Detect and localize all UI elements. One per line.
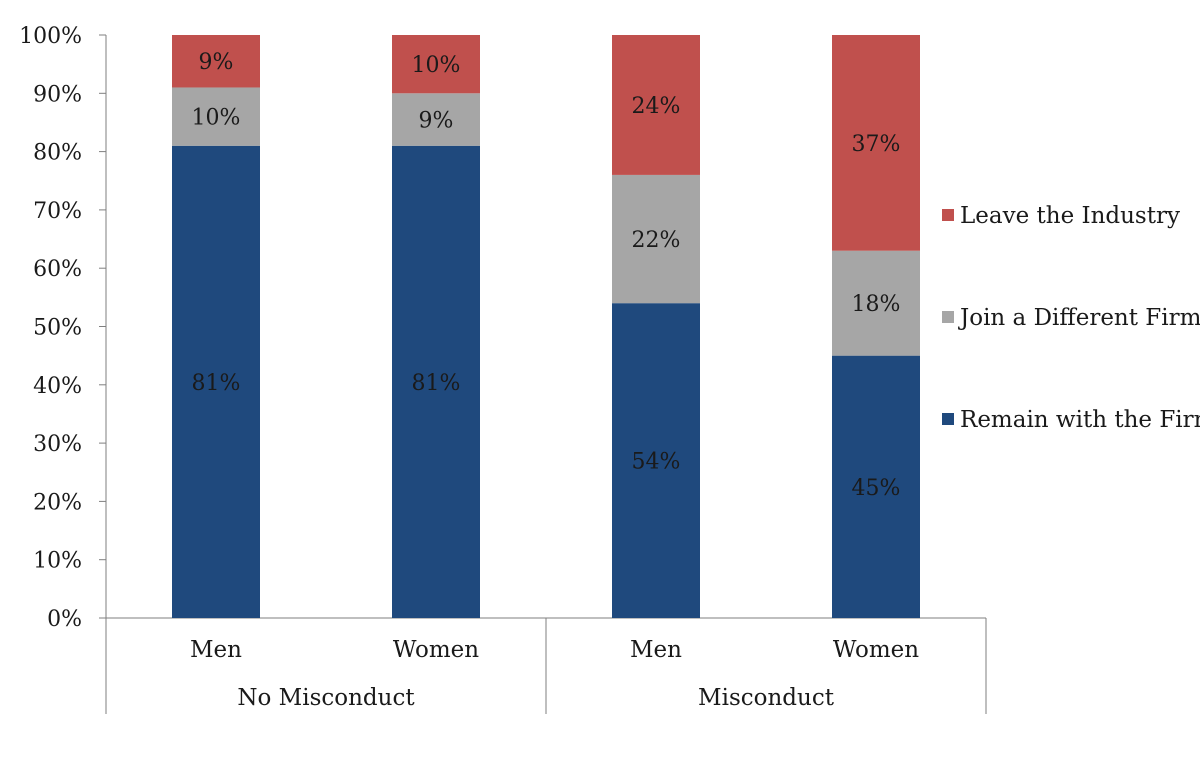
data-label: 24% [632,94,681,119]
data-label: 54% [632,450,681,475]
x-category-label: Women [393,637,479,663]
bar-segment [832,355,920,618]
y-tick-label: 10% [33,549,82,574]
x-group-label: Misconduct [698,685,835,711]
bar-segment [392,145,480,618]
y-tick-label: 70% [33,199,82,224]
y-tick-label: 60% [33,257,82,282]
data-label: 10% [192,106,241,131]
bar-segment [612,35,700,175]
legend-label: Join a Different Firm [958,305,1200,331]
y-tick-label: 30% [33,432,82,457]
data-label: 81% [192,371,241,396]
data-label: 37% [852,132,901,157]
y-tick-label: 50% [33,316,82,341]
y-tick-label: 40% [33,374,82,399]
x-category-label: Women [833,637,919,663]
legend-label: Remain with the Firm [960,407,1200,433]
bar-segment [172,35,260,88]
x-category-label: Men [190,637,242,663]
data-label: 18% [852,292,901,317]
bar-segment [612,303,700,618]
bar-segment [172,145,260,618]
y-tick-label: 90% [33,82,82,107]
bar-segment [392,35,480,94]
y-tick-label: 20% [33,490,82,515]
legend-swatch [942,209,954,221]
data-label: 10% [412,53,461,78]
bar-segment [392,93,480,146]
bar-segment [832,250,920,356]
data-label: 9% [419,109,454,134]
data-label: 81% [412,371,461,396]
data-label: 45% [852,476,901,501]
y-tick-label: 80% [33,141,82,166]
y-tick-label: 100% [19,24,82,49]
bar-segment [832,35,920,251]
x-category-label: Men [630,637,682,663]
bar-segment [172,87,260,146]
y-tick-label: 0% [47,607,82,632]
bar-segment [612,174,700,304]
legend-swatch [942,413,954,425]
data-label: 9% [199,50,234,75]
x-group-label: No Misconduct [237,685,415,711]
data-label: 22% [632,228,681,253]
legend-label: Leave the Industry [960,203,1180,229]
legend-swatch [942,311,954,323]
